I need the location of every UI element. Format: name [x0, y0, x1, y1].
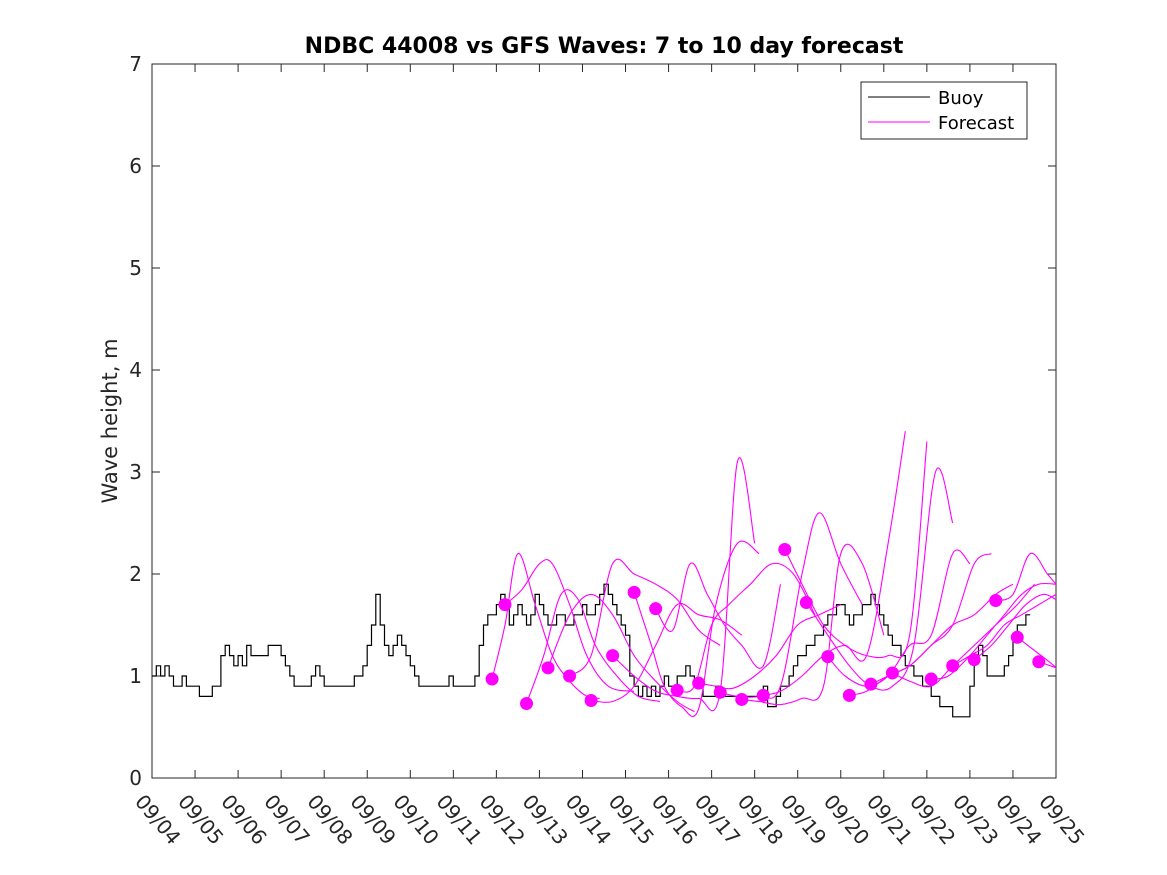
forecast-marker: [649, 602, 663, 616]
x-tick-label: 09/13: [518, 790, 573, 850]
legend-buoy-label: Buoy: [938, 88, 984, 109]
forecast-series-line-14: [784, 441, 928, 659]
forecast-series-line-13: [763, 431, 906, 696]
forecast-marker: [485, 672, 499, 686]
y-tick-label: 7: [129, 52, 142, 76]
legend-forecast-label: Forecast: [938, 113, 1014, 134]
y-tick-label: 5: [129, 256, 142, 280]
x-tick-label: 09/18: [733, 790, 788, 850]
forecast-marker: [967, 653, 981, 667]
forecast-marker: [735, 692, 749, 706]
forecast-series-line-22: [973, 593, 1057, 661]
plot-area: [151, 63, 1057, 779]
forecast-marker: [1032, 655, 1046, 669]
forecast-marker: [864, 677, 878, 691]
y-tick-label: 4: [129, 358, 142, 382]
forecast-series-line-7: [633, 540, 760, 717]
forecast-marker: [799, 596, 813, 610]
forecast-marker: [520, 697, 534, 711]
x-tick-label: 09/25: [1034, 790, 1089, 850]
forecast-series-line-1: [504, 559, 635, 692]
forecast-marker: [756, 688, 770, 702]
x-tick-label: 09/20: [819, 790, 874, 850]
forecast-marker: [885, 666, 899, 680]
forecast-marker: [606, 649, 620, 663]
x-tick-label: 09/21: [862, 790, 917, 850]
x-tick-label: 09/09: [345, 790, 400, 850]
chart-title: NDBC 44008 vs GFS Waves: 7 to 10 day for…: [305, 34, 904, 59]
forecast-marker: [541, 661, 555, 675]
x-tick-label: 09/16: [647, 790, 702, 850]
y-tick-label: 0: [129, 766, 142, 790]
x-tick-label: 09/19: [776, 790, 831, 850]
series-layer: [152, 431, 1057, 718]
forecast-series-line-3: [547, 593, 695, 713]
y-axis: 0 1 2 3 4 5 6 7: [129, 52, 1056, 790]
forecast-marker: [924, 672, 938, 686]
x-tick-label: 09/08: [302, 790, 357, 850]
x-tick-label: 09/07: [259, 790, 314, 850]
forecast-marker: [627, 585, 641, 599]
x-tick-label: 09/12: [475, 790, 530, 850]
x-tick-label: 09/14: [561, 790, 616, 850]
forecast-series-line-23: [995, 552, 1057, 602]
x-tick-label: 09/15: [604, 790, 659, 850]
y-tick-label: 2: [129, 562, 142, 586]
forecast-marker: [498, 598, 512, 612]
forecast-marker: [842, 688, 856, 702]
forecast-marker: [584, 693, 598, 707]
forecast-series-line-16: [827, 549, 971, 687]
forecast-marker: [821, 650, 835, 664]
forecast-marker: [563, 669, 577, 683]
y-tick-label: 3: [129, 460, 142, 484]
forecast-series-line-0: [491, 553, 600, 699]
y-axis-label: Wave height, m: [98, 338, 122, 503]
forecast-series-line-5: [591, 602, 743, 703]
x-tick-label: 09/06: [216, 790, 271, 850]
buoy-series-line: [152, 583, 1031, 718]
y-tick-label: 6: [129, 154, 142, 178]
x-tick-label: 09/24: [991, 790, 1046, 850]
forecast-marker: [1010, 630, 1024, 644]
x-tick-label: 09/17: [690, 790, 745, 850]
forecast-marker: [692, 676, 706, 690]
forecast-marker: [946, 659, 960, 673]
forecast-marker: [670, 683, 684, 697]
x-tick-label: 09/04: [130, 790, 185, 850]
forecast-series-line-2: [525, 589, 661, 704]
forecast-series-line-4: [569, 558, 721, 677]
x-tick-label: 09/10: [388, 790, 443, 850]
legend-box: [860, 81, 1028, 140]
x-tick-label: 09/22: [905, 790, 960, 850]
y-tick-label: 1: [129, 664, 142, 688]
forecast-marker: [778, 543, 792, 557]
forecast-series-line-15: [805, 467, 954, 691]
forecast-marker: [713, 685, 727, 699]
forecast-series-line-12: [741, 543, 885, 706]
forecast-series-line-8: [655, 562, 782, 669]
x-tick-label: 09/05: [173, 790, 228, 850]
forecast-series-line-20: [931, 582, 1057, 680]
x-tick-label: 09/23: [948, 790, 1003, 850]
legend: Buoy Forecast: [860, 81, 1028, 140]
x-tick-label: 09/11: [432, 790, 487, 850]
forecast-series-line-19: [892, 583, 1035, 688]
forecast-marker: [989, 594, 1003, 608]
